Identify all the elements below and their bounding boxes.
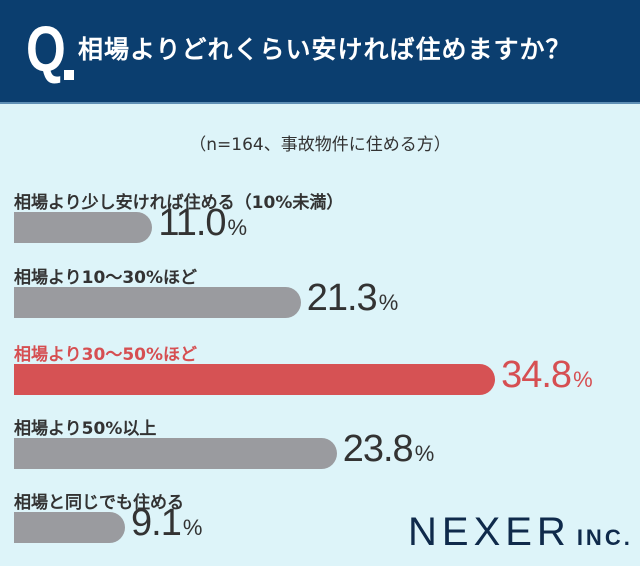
q-mark: Q xyxy=(26,13,66,85)
logo-name: NEXER xyxy=(408,510,571,554)
bar xyxy=(14,438,337,469)
bar xyxy=(14,512,126,543)
value-label: 21.3% xyxy=(307,277,399,320)
q-dot xyxy=(64,70,74,80)
value-number: 23.8 xyxy=(342,428,414,470)
value-unit: % xyxy=(227,215,248,240)
value-number: 21.3 xyxy=(306,277,378,319)
bar-label: 相場より30〜50%ほど xyxy=(14,345,198,365)
bar xyxy=(14,287,301,318)
value-label: 23.8% xyxy=(343,428,435,471)
value-label: 9.1% xyxy=(131,502,202,545)
value-number: 11.0 xyxy=(158,202,226,244)
question-title: 相場よりどれくらい安ければ住めますか？ xyxy=(78,35,572,64)
bar-label: 相場と同じでも住める xyxy=(14,493,184,513)
bar-label: 相場より少し安ければ住める（10%未満） xyxy=(14,193,344,213)
nexer-logo: NEXER INC. xyxy=(408,510,633,555)
bar xyxy=(14,212,153,243)
value-number: 34.8 xyxy=(501,354,572,396)
value-label: 34.8% xyxy=(501,354,593,397)
bar-label: 相場より50%以上 xyxy=(14,419,157,439)
value-unit: % xyxy=(378,290,399,315)
value-number: 9.1 xyxy=(131,502,182,544)
sample-note: （n=164、事故物件に住める方） xyxy=(189,135,451,155)
logo-suffix: INC. xyxy=(576,525,633,550)
value-unit: % xyxy=(414,441,435,466)
value-unit: % xyxy=(182,515,203,540)
value-label: 11.0% xyxy=(158,202,247,245)
question-header: Q 相場よりどれくらい安ければ住めますか？ xyxy=(0,0,640,104)
bar-label: 相場より10〜30%ほど xyxy=(14,268,198,288)
value-unit: % xyxy=(573,367,593,392)
bar xyxy=(14,364,496,395)
